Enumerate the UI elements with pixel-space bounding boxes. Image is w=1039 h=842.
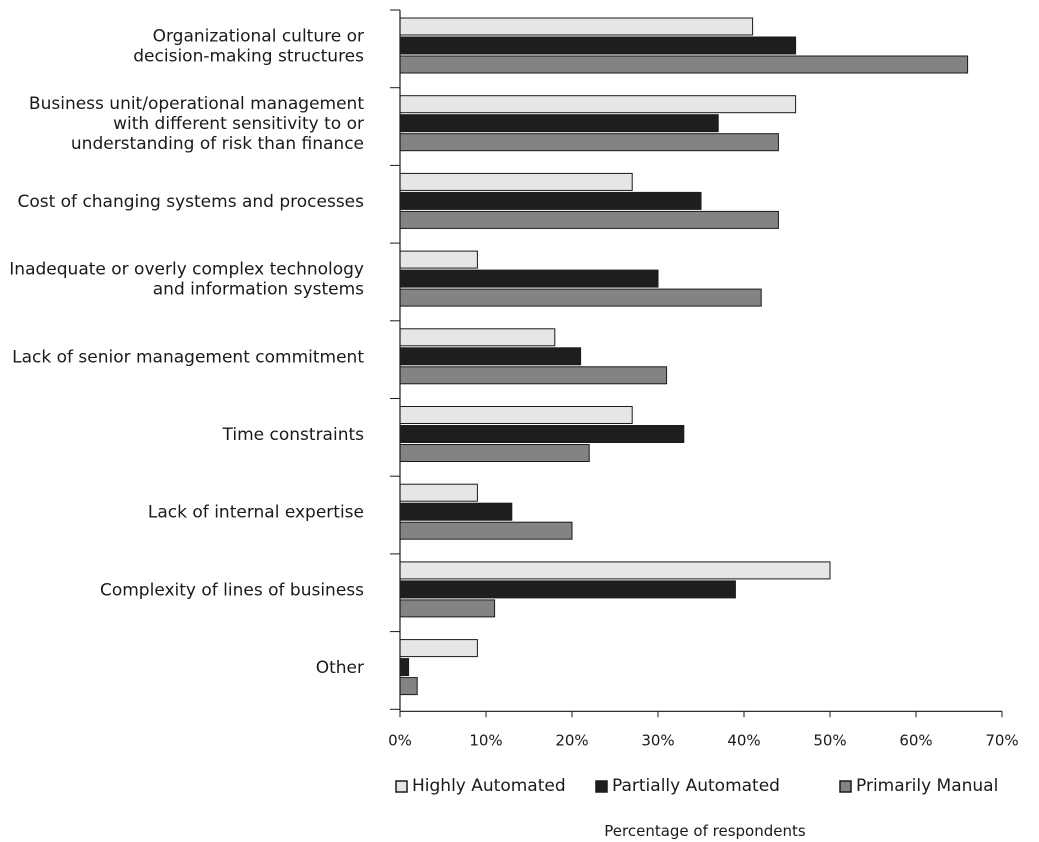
x-tick-label: 0% (388, 731, 412, 749)
x-tick-label: 40% (727, 731, 760, 749)
bar-highly-automated-0 (399, 17, 754, 36)
bar-highly-automated-2 (399, 172, 633, 191)
bar-partially-automated-4 (399, 347, 582, 366)
bar-primarily-manual-2 (399, 210, 779, 229)
category-label-1: Business unit/operational management with… (29, 94, 364, 154)
x-tick-label: 30% (641, 731, 674, 749)
legend: Highly Automated Partially Automated Prima… (395, 776, 998, 796)
bar-partially-automated-5 (399, 425, 685, 443)
category-label-3: Inadequate or overly complex technology a… (9, 260, 364, 300)
bar-primarily-manual-7 (399, 599, 496, 618)
category-label-7: Complexity of lines of business (100, 580, 364, 600)
bar-partially-automated-2 (399, 191, 702, 210)
legend-swatch-0 (395, 780, 408, 793)
bar-primarily-manual-1 (399, 133, 779, 152)
x-tick-label: 60% (899, 731, 932, 749)
x-axis-label: Percentage of respondents (604, 822, 806, 840)
category-labels: Organizational culture or decision-making… (9, 27, 364, 679)
legend-swatch-1 (595, 780, 608, 793)
bar-partially-automated-8 (399, 658, 410, 677)
category-label-2: Cost of changing systems and processes (17, 192, 364, 212)
bar-partially-automated-0 (399, 36, 797, 55)
axes-group (390, 9, 1003, 718)
x-tick-label: 10% (469, 731, 502, 749)
bar-primarily-manual-0 (399, 55, 969, 74)
category-label-6: Lack of internal expertise (148, 503, 364, 523)
x-tick-label: 70% (985, 731, 1018, 749)
bar-partially-automated-1 (399, 114, 719, 133)
bar-primarily-manual-8 (399, 677, 418, 696)
bar-highly-automated-4 (399, 328, 556, 347)
bar-highly-automated-8 (399, 639, 478, 658)
bar-partially-automated-6 (399, 502, 513, 521)
bar-highly-automated-3 (399, 250, 478, 269)
category-label-8: Other (316, 658, 364, 678)
bar-highly-automated-5 (399, 406, 633, 424)
x-tick-label: 20% (555, 731, 588, 749)
legend-label-2: Primarily Manual (856, 776, 998, 796)
category-label-5: Time constraints (222, 425, 365, 445)
bar-highly-automated-7 (399, 561, 831, 580)
bar-primarily-manual-6 (399, 521, 573, 540)
bar-partially-automated-7 (399, 580, 736, 599)
bar-primarily-manual-3 (399, 288, 762, 307)
category-label-4: Lack of senior management commitment (12, 347, 364, 367)
bar-partially-automated-3 (399, 269, 659, 288)
legend-label-0: Highly Automated (412, 776, 566, 796)
legend-label-1: Partially Automated (612, 776, 780, 796)
bar-primarily-manual-4 (399, 366, 668, 385)
bar-primarily-manual-5 (399, 444, 590, 462)
x-tick-label: 50% (813, 731, 846, 749)
bar-highly-automated-1 (399, 95, 797, 114)
legend-swatch-2 (839, 780, 852, 793)
bars-group (399, 17, 969, 696)
x-tick-labels: 0% 10% 20% 30% 40% 50% 60% 70% (388, 731, 1019, 749)
bar-highly-automated-6 (399, 483, 478, 502)
category-label-0: Organizational culture or decision-making… (133, 27, 364, 67)
